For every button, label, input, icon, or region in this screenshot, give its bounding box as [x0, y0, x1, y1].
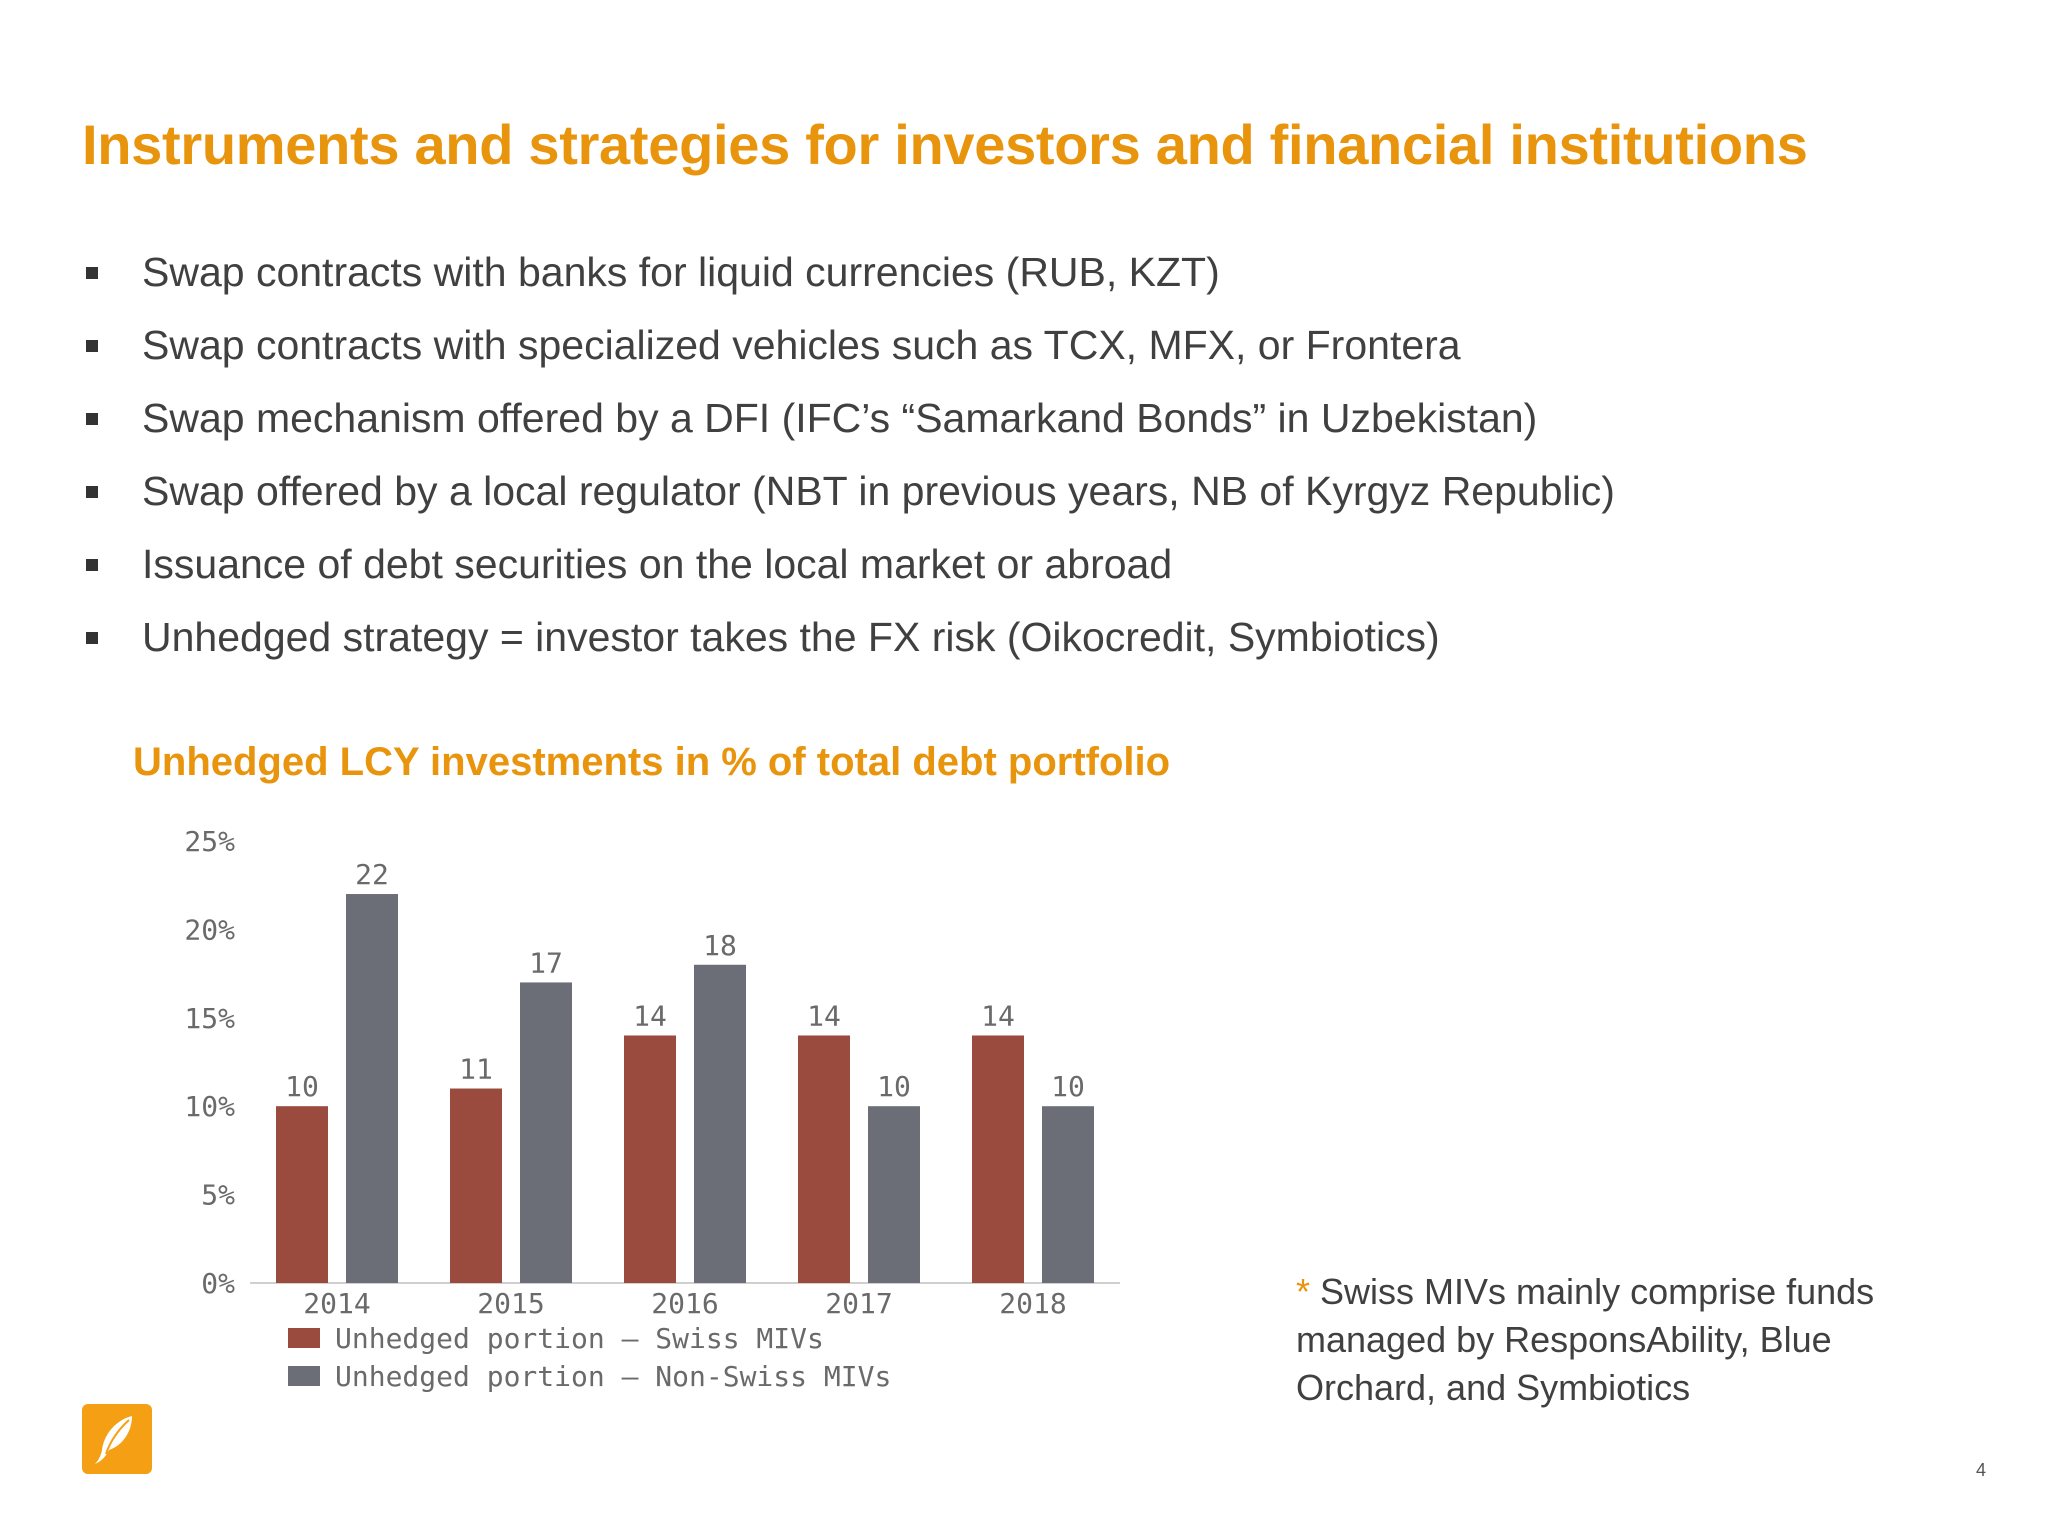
square-bullet-icon: [86, 631, 98, 644]
bullet-text: Issuance of debt securities on the local…: [142, 541, 1173, 587]
x-tick-label: 2014: [303, 1287, 370, 1320]
data-label: 14: [807, 999, 841, 1032]
square-bullet-icon: [86, 558, 98, 571]
data-label: 14: [633, 999, 667, 1032]
x-tick-label: 2015: [477, 1287, 544, 1320]
x-tick-label: 2017: [825, 1287, 892, 1320]
chart-title: Unhedged LCY investments in % of total d…: [133, 740, 1171, 784]
bar: [798, 1035, 850, 1283]
legend-swatch: [288, 1328, 320, 1348]
legend-swatch: [288, 1366, 320, 1386]
bullet-item: Swap offered by a local regulator (NBT i…: [82, 455, 1962, 528]
bullet-text: Swap offered by a local regulator (NBT i…: [142, 468, 1615, 514]
bullet-item: Issuance of debt securities on the local…: [82, 528, 1962, 601]
legend-label: Unhedged portion – Non-Swiss MIVs: [335, 1360, 891, 1393]
footnote-marker: *: [1296, 1271, 1311, 1312]
legend-label: Unhedged portion – Swiss MIVs: [335, 1322, 824, 1355]
square-bullet-icon: [86, 266, 98, 279]
page-number: 4: [1976, 1460, 1987, 1480]
bullet-text: Unhedged strategy = investor takes the F…: [142, 614, 1440, 660]
bullet-item: Unhedged strategy = investor takes the F…: [82, 601, 1962, 674]
bar: [868, 1106, 920, 1283]
square-bullet-icon: [86, 412, 98, 425]
data-label: 17: [529, 946, 563, 979]
footnote: * Swiss MIVs mainly comprise funds manag…: [1296, 1268, 1956, 1412]
bar: [1042, 1106, 1094, 1283]
bar: [346, 894, 398, 1283]
data-label: 10: [1051, 1070, 1085, 1103]
bullet-text: Swap contracts with banks for liquid cur…: [142, 249, 1220, 295]
bullet-item: Swap contracts with banks for liquid cur…: [82, 236, 1962, 309]
y-tick-label: 25%: [184, 825, 235, 858]
feather-logo-icon: [82, 1404, 152, 1474]
bar-chart: 0% 5% 10% 15% 20% 25% 10 22 2014 11 17 2015 14 18 2016…: [184, 825, 1120, 1393]
bar: [450, 1088, 502, 1283]
bullet-text: Swap contracts with specialized vehicles…: [142, 322, 1461, 368]
bullet-list: Swap contracts with banks for liquid cur…: [82, 236, 1962, 674]
data-label: 18: [703, 929, 737, 962]
bar: [624, 1035, 676, 1283]
data-label: 10: [877, 1070, 911, 1103]
data-label: 11: [459, 1053, 493, 1086]
bar: [276, 1106, 328, 1283]
bullet-text: Swap mechanism offered by a DFI (IFC’s “…: [142, 395, 1538, 441]
data-label: 14: [981, 999, 1015, 1032]
y-tick-label: 5%: [201, 1179, 235, 1212]
square-bullet-icon: [86, 339, 98, 352]
square-bullet-icon: [86, 485, 98, 498]
bar: [972, 1035, 1024, 1283]
y-tick-label: 15%: [184, 1002, 235, 1035]
bullet-item: Swap mechanism offered by a DFI (IFC’s “…: [82, 382, 1962, 455]
data-label: 22: [355, 858, 389, 891]
y-tick-label: 20%: [184, 913, 235, 946]
x-tick-label: 2018: [999, 1287, 1066, 1320]
y-tick-label: 10%: [184, 1090, 235, 1123]
y-tick-label: 0%: [201, 1267, 235, 1300]
footnote-text: Swiss MIVs mainly comprise funds managed…: [1296, 1271, 1875, 1408]
slide-title: Instruments and strategies for investors…: [82, 113, 1808, 176]
bar: [520, 982, 572, 1283]
x-tick-label: 2016: [651, 1287, 718, 1320]
bar: [694, 964, 746, 1283]
bullet-item: Swap contracts with specialized vehicles…: [82, 309, 1962, 382]
data-label: 10: [285, 1070, 319, 1103]
